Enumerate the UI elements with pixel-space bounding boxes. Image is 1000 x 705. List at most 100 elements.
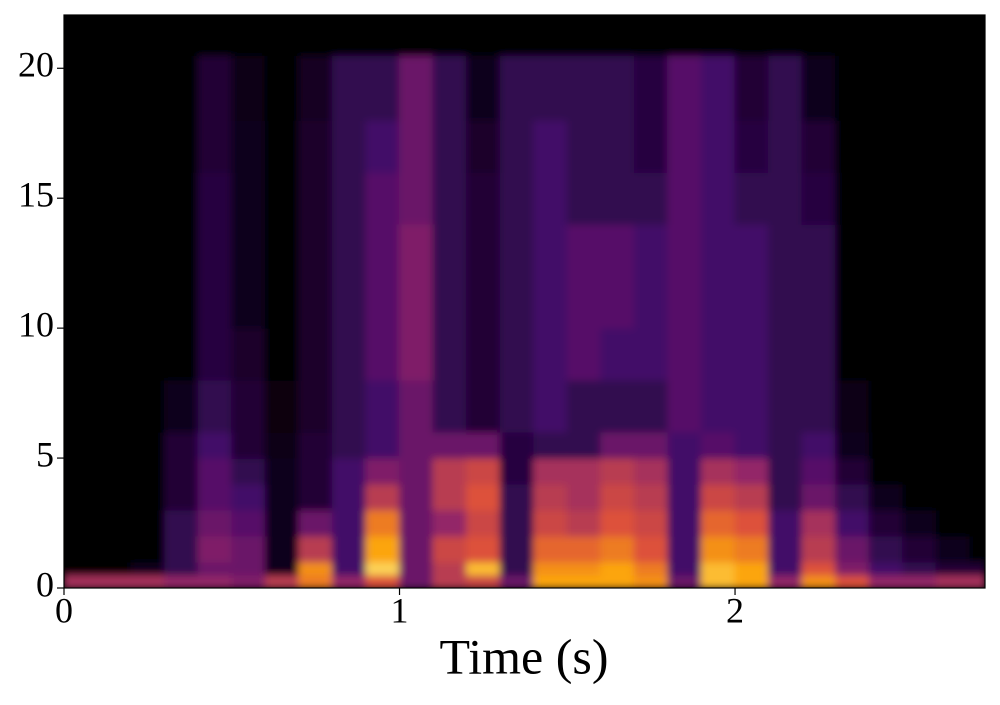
spectrogram-cell xyxy=(164,379,199,433)
spectrogram-cell xyxy=(768,119,803,173)
spectrogram-cell xyxy=(868,561,904,576)
spectrogram-cell xyxy=(130,379,166,433)
spectrogram-cell xyxy=(399,54,434,121)
spectrogram-cell xyxy=(64,327,99,381)
spectrogram-cell xyxy=(566,379,602,433)
spectrogram-cell xyxy=(768,171,803,225)
axes-frame xyxy=(63,14,986,589)
spectrogram-cell xyxy=(298,574,333,588)
spectrogram-cell xyxy=(499,561,535,576)
spectrogram-cell xyxy=(700,535,736,563)
spectrogram-cell xyxy=(432,171,468,225)
spectrogram-cell xyxy=(700,457,736,485)
spectrogram-cell xyxy=(768,327,803,381)
spectrogram-cell xyxy=(331,561,367,576)
spectrogram-cell xyxy=(935,327,971,381)
spectrogram-cell xyxy=(164,54,199,121)
spectrogram-cell xyxy=(600,379,635,433)
spectrogram-cell xyxy=(969,561,985,576)
spectrogram-cell xyxy=(197,275,233,329)
spectrogram-cell xyxy=(902,574,937,588)
spectrogram-cell xyxy=(399,457,434,485)
spectrogram-cell xyxy=(600,54,635,121)
spectrogram-cell xyxy=(902,379,937,433)
spectrogram-cell xyxy=(466,15,501,56)
spectrogram-cell xyxy=(298,457,333,485)
spectrogram-cell xyxy=(734,561,770,576)
spectrogram-cell xyxy=(633,431,669,459)
spectrogram-cell xyxy=(97,275,132,329)
spectrogram-cell xyxy=(264,119,300,173)
spectrogram-cell xyxy=(197,574,233,588)
y-tick-label: 20 xyxy=(18,45,54,85)
spectrogram-cell xyxy=(97,457,132,485)
spectrogram-cell xyxy=(835,275,870,329)
spectrogram-cell xyxy=(64,431,99,459)
spectrogram-cell xyxy=(231,15,266,56)
spectrogram-cell xyxy=(734,379,770,433)
spectrogram-cell xyxy=(835,561,870,576)
spectrogram-cell xyxy=(97,574,132,588)
spectrogram-cell xyxy=(600,431,635,459)
spectrogram-cell xyxy=(298,483,333,511)
spectrogram-cell xyxy=(64,483,99,511)
spectrogram-cell xyxy=(969,535,985,563)
spectrogram-cell xyxy=(768,379,803,433)
spectrogram-cell xyxy=(734,509,770,537)
spectrogram-cell xyxy=(969,171,985,225)
spectrogram-cell xyxy=(231,275,266,329)
x-axis-label: Time (s) xyxy=(439,628,608,684)
spectrogram-cell xyxy=(264,379,300,433)
spectrogram-cell xyxy=(97,561,132,576)
spectrogram-cell xyxy=(935,223,971,277)
spectrogram-cell xyxy=(835,483,870,511)
spectrogram-cell xyxy=(700,119,736,173)
y-tick-label: 15 xyxy=(18,174,54,214)
spectrogram-cell xyxy=(566,574,602,588)
spectrogram-cell xyxy=(97,54,132,121)
spectrogram-cell xyxy=(600,275,635,329)
spectrogram-cell xyxy=(499,54,535,121)
spectrogram-cell xyxy=(130,54,166,121)
spectrogram-cell xyxy=(499,15,535,56)
spectrogram-cell xyxy=(298,327,333,381)
spectrogram-cell xyxy=(868,275,904,329)
spectrogram-cell xyxy=(264,509,300,537)
spectrogram-cell xyxy=(700,327,736,381)
spectrogram-cell xyxy=(365,483,401,511)
spectrogram-cell xyxy=(935,457,971,485)
spectrogram-cell xyxy=(432,275,468,329)
spectrogram-cell xyxy=(667,223,702,277)
spectrogram-cell xyxy=(935,561,971,576)
spectrogram-cell xyxy=(835,379,870,433)
spectrogram-cell xyxy=(130,223,166,277)
spectrogram-cell xyxy=(331,223,367,277)
spectrogram-cell xyxy=(533,509,568,537)
spectrogram-cell xyxy=(969,275,985,329)
spectrogram-cell xyxy=(801,379,837,433)
spectrogram-cell xyxy=(935,574,971,588)
spectrogram-cell xyxy=(499,171,535,225)
spectrogram-cell xyxy=(566,457,602,485)
spectrogram-cell xyxy=(399,171,434,225)
spectrogram-cell xyxy=(801,574,837,588)
spectrogram-cell xyxy=(197,379,233,433)
spectrogram-cell xyxy=(801,119,837,173)
spectrogram-cell xyxy=(130,509,166,537)
spectrogram-cell xyxy=(164,509,199,537)
spectrogram-cell xyxy=(734,483,770,511)
spectrogram-cell xyxy=(533,574,568,588)
spectrogram-cell xyxy=(935,119,971,173)
spectrogram-cell xyxy=(466,483,501,511)
spectrogram-cell xyxy=(197,431,233,459)
spectrogram-cell xyxy=(231,119,266,173)
spectrogram-cell xyxy=(734,431,770,459)
spectrogram-cell xyxy=(399,483,434,511)
spectrogram-cell xyxy=(298,275,333,329)
spectrogram-cell xyxy=(868,327,904,381)
spectrogram-cell xyxy=(64,509,99,537)
spectrogram-cell xyxy=(197,457,233,485)
spectrogram-cell xyxy=(197,561,233,576)
